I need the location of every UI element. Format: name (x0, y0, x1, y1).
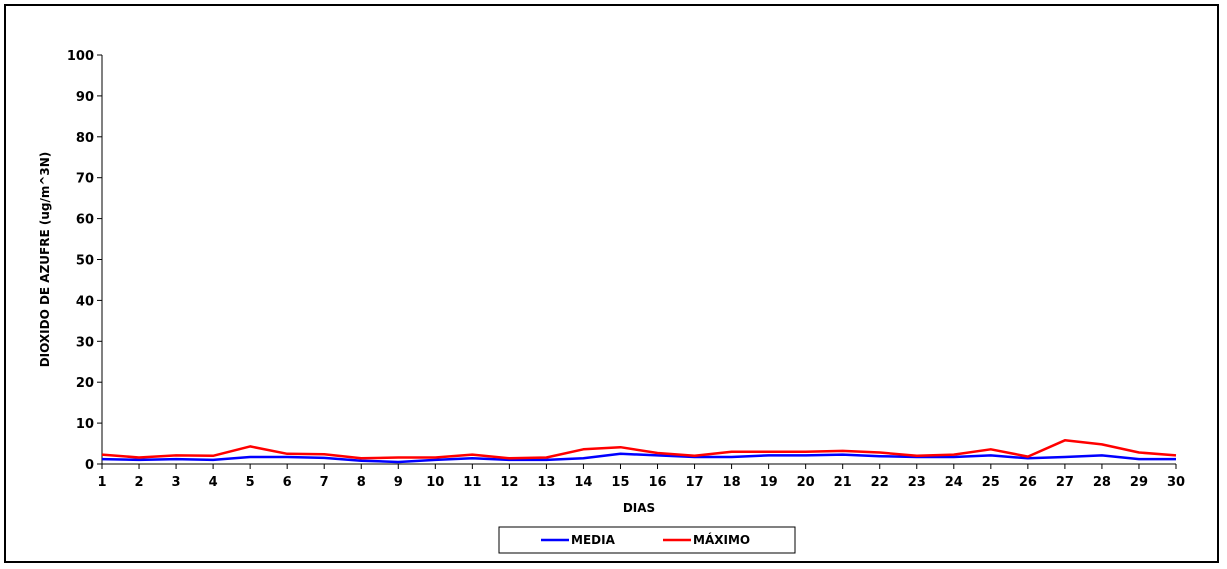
x-tick-label: 30 (1167, 475, 1185, 490)
y-tick-label: 50 (76, 254, 94, 269)
x-tick-label: 9 (394, 475, 403, 490)
x-tick-label: 17 (686, 475, 704, 490)
x-tick-label: 21 (834, 475, 852, 490)
x-tick-label: 4 (209, 475, 218, 490)
x-tick-label: 22 (871, 475, 889, 490)
x-tick-label: 18 (723, 475, 741, 490)
x-axis-ticks: 1 2 3 4 5 6 7 8 9 10 11 12 13 14 15 16 17 18 19 20 21 22 23 24 2… (97, 464, 1185, 490)
y-axis-title: DIOXIDO DE AZUFRE (ug/m^3N) (38, 152, 52, 368)
x-tick-label: 11 (463, 475, 481, 490)
x-tick-label: 3 (172, 475, 181, 490)
series-line-maximo (101, 439, 1177, 460)
x-tick-label: 7 (320, 475, 329, 490)
legend: MEDIA MÁXIMO (498, 526, 796, 554)
y-tick-label: 100 (67, 49, 94, 64)
plot-lines (101, 439, 1177, 464)
x-tick-label: 24 (945, 475, 963, 490)
x-tick-label: 2 (135, 475, 144, 490)
y-tick-label: 90 (76, 90, 94, 105)
x-tick-label: 28 (1093, 475, 1111, 490)
y-tick-label: 70 (76, 172, 94, 187)
x-tick-label: 12 (500, 475, 518, 490)
x-tick-label: 26 (1019, 475, 1037, 490)
x-tick-label: 8 (357, 475, 366, 490)
x-tick-label: 27 (1056, 475, 1074, 490)
y-tick-label: 30 (76, 335, 94, 350)
y-axis-ticks: 0 10 20 30 40 50 60 70 80 90 100 (67, 49, 102, 473)
x-tick-label: 29 (1130, 475, 1148, 490)
y-tick-label: 80 (76, 131, 94, 146)
x-axis-title: DIAS (623, 501, 655, 515)
x-tick-label: 5 (246, 475, 255, 490)
x-tick-label: 16 (648, 475, 666, 490)
y-tick-label: 20 (76, 376, 94, 391)
x-tick-label: 13 (537, 475, 555, 490)
x-tick-label: 25 (982, 475, 1000, 490)
y-tick-label: 0 (85, 458, 94, 473)
x-tick-label: 19 (760, 475, 778, 490)
y-tick-label: 10 (76, 417, 94, 432)
x-tick-label: 6 (283, 475, 292, 490)
legend-label-maximo: MÁXIMO (693, 532, 750, 547)
legend-label-media: MEDIA (571, 533, 616, 547)
x-tick-label: 10 (426, 475, 444, 490)
series-line-media (101, 452, 1176, 464)
y-tick-label: 60 (76, 213, 94, 228)
chart-frame: 0 10 20 30 40 50 60 70 80 90 100 1 2 3 4 5 6 7 8 9 10 11 12 13… (4, 4, 1219, 563)
x-tick-label: 15 (611, 475, 629, 490)
x-tick-label: 23 (908, 475, 926, 490)
y-tick-label: 40 (76, 294, 94, 309)
x-tick-label: 1 (97, 475, 106, 490)
x-tick-label: 14 (574, 475, 592, 490)
x-tick-label: 20 (797, 475, 815, 490)
